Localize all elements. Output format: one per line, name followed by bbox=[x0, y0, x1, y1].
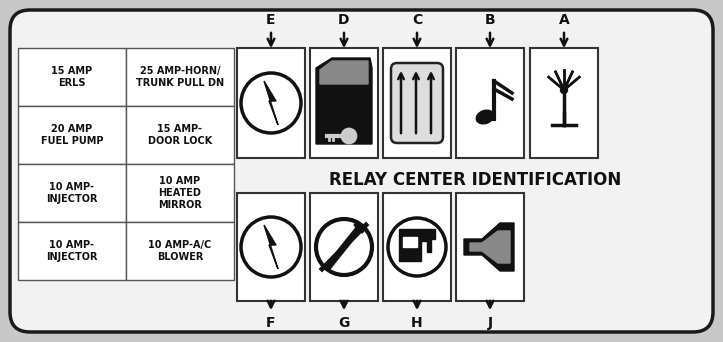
Circle shape bbox=[241, 217, 301, 277]
Bar bbox=[237, 48, 305, 158]
Polygon shape bbox=[264, 81, 278, 125]
Text: D: D bbox=[338, 13, 350, 27]
Text: 10 AMP-
INJECTOR: 10 AMP- INJECTOR bbox=[46, 240, 98, 262]
Bar bbox=[126, 222, 234, 280]
Text: A: A bbox=[559, 13, 570, 27]
Text: E: E bbox=[266, 13, 275, 27]
Circle shape bbox=[560, 87, 568, 93]
Circle shape bbox=[388, 218, 446, 276]
Text: 10 AMP-
INJECTOR: 10 AMP- INJECTOR bbox=[46, 182, 98, 204]
Bar bbox=[310, 48, 378, 158]
Text: 10 AMP-A/C
BLOWER: 10 AMP-A/C BLOWER bbox=[148, 240, 212, 262]
Polygon shape bbox=[464, 223, 514, 271]
Text: 25 AMP-HORN/
TRUNK PULL DN: 25 AMP-HORN/ TRUNK PULL DN bbox=[136, 66, 224, 88]
Circle shape bbox=[316, 219, 372, 275]
Polygon shape bbox=[421, 229, 435, 252]
Text: 15 AMP-
DOOR LOCK: 15 AMP- DOOR LOCK bbox=[148, 124, 212, 146]
Bar bbox=[456, 193, 524, 301]
Bar bbox=[310, 193, 378, 301]
Bar bbox=[18, 222, 126, 280]
Text: RELAY CENTER IDENTIFICATION: RELAY CENTER IDENTIFICATION bbox=[329, 171, 621, 189]
Polygon shape bbox=[316, 58, 372, 144]
Bar bbox=[126, 164, 234, 222]
Polygon shape bbox=[470, 231, 510, 263]
Bar bbox=[399, 229, 421, 261]
Polygon shape bbox=[320, 61, 368, 84]
Circle shape bbox=[342, 129, 356, 143]
Bar bbox=[237, 193, 305, 301]
Ellipse shape bbox=[476, 110, 494, 124]
Bar bbox=[403, 237, 417, 247]
Bar bbox=[530, 48, 598, 158]
Text: H: H bbox=[411, 316, 423, 330]
FancyBboxPatch shape bbox=[10, 10, 713, 332]
Polygon shape bbox=[354, 223, 364, 233]
Text: 10 AMP
HEATED
MIRROR: 10 AMP HEATED MIRROR bbox=[158, 176, 202, 210]
Bar bbox=[126, 106, 234, 164]
Text: J: J bbox=[487, 316, 492, 330]
Text: F: F bbox=[266, 316, 275, 330]
Text: 20 AMP
FUEL PUMP: 20 AMP FUEL PUMP bbox=[40, 124, 103, 146]
FancyBboxPatch shape bbox=[391, 63, 443, 143]
Bar bbox=[18, 106, 126, 164]
Text: 15 AMP
ERLS: 15 AMP ERLS bbox=[51, 66, 93, 88]
Bar bbox=[456, 48, 524, 158]
Circle shape bbox=[241, 73, 301, 133]
Bar bbox=[126, 48, 234, 106]
Text: B: B bbox=[484, 13, 495, 27]
Polygon shape bbox=[264, 225, 278, 269]
Bar bbox=[383, 193, 451, 301]
Text: G: G bbox=[338, 316, 350, 330]
Bar bbox=[383, 48, 451, 158]
Bar bbox=[18, 164, 126, 222]
Text: C: C bbox=[412, 13, 422, 27]
Bar bbox=[18, 48, 126, 106]
